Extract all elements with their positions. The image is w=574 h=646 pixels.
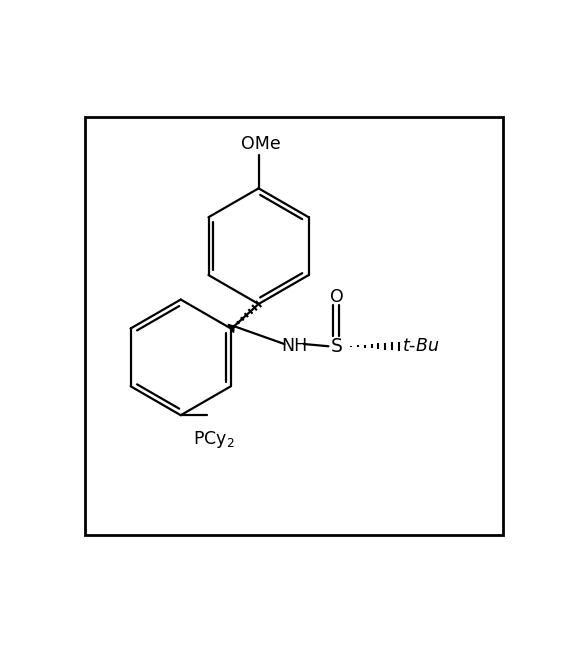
- Text: OMe: OMe: [241, 135, 281, 152]
- Text: NH: NH: [281, 337, 307, 355]
- Text: $t$-Bu: $t$-Bu: [402, 337, 440, 355]
- Polygon shape: [228, 324, 234, 333]
- Text: O: O: [329, 288, 343, 306]
- Text: PCy$_2$: PCy$_2$: [193, 428, 235, 450]
- Text: S: S: [331, 337, 342, 356]
